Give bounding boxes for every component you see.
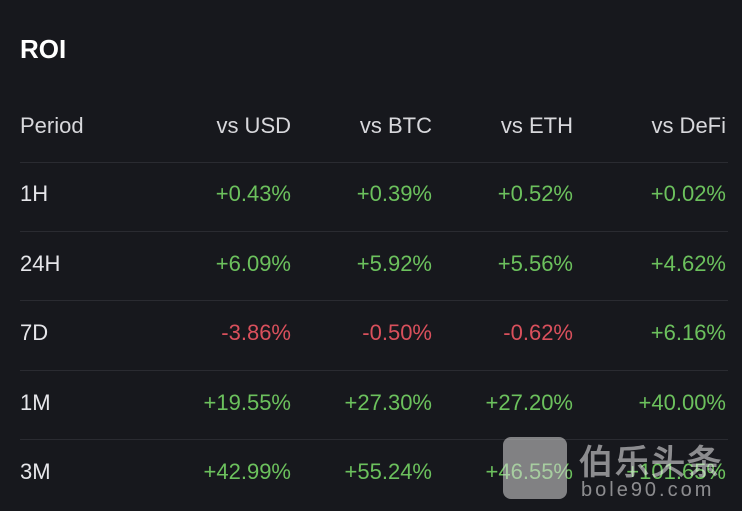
roi-value: +5.92% <box>356 251 432 276</box>
row-divider <box>20 300 728 301</box>
roi-value: +19.55% <box>203 390 291 415</box>
period-label: 1M <box>20 390 51 415</box>
column-header: vs USD <box>216 113 291 138</box>
watermark-logo: 伯乐头条 <box>579 444 723 482</box>
roi-value: +27.30% <box>344 390 432 415</box>
row-divider <box>20 370 728 371</box>
column-header: vs DeFi <box>651 113 726 138</box>
period-label: 3M <box>20 459 51 484</box>
roi-value: -0.50% <box>362 320 432 345</box>
watermark: 伯乐头条 bole90.com <box>503 435 728 505</box>
watermark-icon <box>503 437 567 499</box>
column-header: Period <box>20 113 84 138</box>
roi-value: +5.56% <box>497 251 573 276</box>
watermark-site: bole90.com <box>581 479 715 501</box>
roi-value: +6.16% <box>650 320 726 345</box>
period-label: 1H <box>20 181 49 206</box>
roi-value: +0.02% <box>650 181 726 206</box>
period-label: 24H <box>20 251 61 276</box>
roi-value: +101.65% <box>626 459 726 484</box>
roi-value: +0.43% <box>215 181 291 206</box>
row-divider <box>20 439 728 440</box>
roi-value: +6.09% <box>215 251 291 276</box>
roi-value: +0.52% <box>497 181 573 206</box>
roi-value: -3.86% <box>221 320 291 345</box>
roi-value: -0.62% <box>503 320 573 345</box>
roi-value: +40.00% <box>638 390 726 415</box>
row-divider <box>20 231 728 232</box>
panel-title: ROI <box>20 34 67 64</box>
roi-value: +27.20% <box>485 390 573 415</box>
roi-value: +0.39% <box>356 181 432 206</box>
column-header: vs BTC <box>359 113 432 138</box>
period-label: 7D <box>20 320 49 345</box>
roi-value: +42.99% <box>203 459 291 484</box>
row-divider <box>20 162 728 163</box>
column-header: vs ETH <box>500 113 573 138</box>
roi-value: +4.62% <box>650 251 726 276</box>
roi-value: +55.24% <box>344 459 432 484</box>
